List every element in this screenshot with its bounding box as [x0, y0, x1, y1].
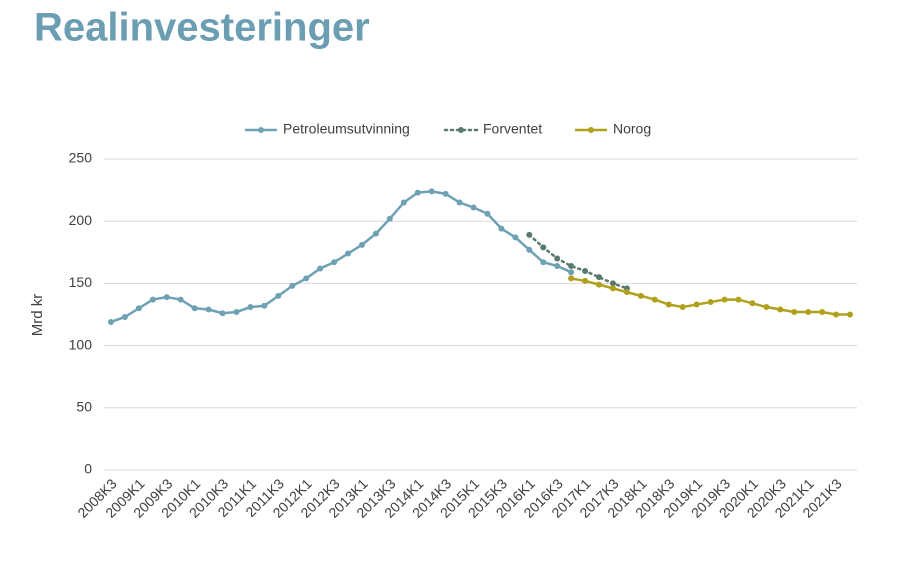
legend-label: Petroleumsutvinning — [283, 121, 410, 137]
point — [205, 306, 212, 313]
point — [707, 299, 714, 306]
point — [609, 280, 616, 287]
point — [414, 189, 421, 196]
point — [303, 275, 310, 282]
point — [693, 301, 700, 308]
point — [177, 296, 184, 303]
point — [735, 296, 742, 303]
point — [317, 265, 324, 272]
point — [163, 294, 170, 301]
point — [191, 305, 198, 312]
point — [512, 234, 519, 241]
point — [400, 199, 407, 206]
point — [665, 301, 672, 308]
point — [623, 289, 630, 296]
point — [331, 259, 338, 266]
point — [345, 250, 352, 257]
point — [833, 311, 840, 318]
y-tick-label: 150 — [69, 274, 93, 290]
point — [777, 306, 784, 313]
legend-marker — [458, 127, 464, 133]
point — [135, 305, 142, 312]
point — [540, 244, 547, 251]
series-line — [110, 190, 572, 324]
point — [596, 274, 603, 281]
point — [763, 304, 770, 311]
point — [554, 262, 561, 269]
point — [149, 296, 156, 303]
chart-title: Realinvesteringer — [34, 6, 370, 50]
y-tick-label: 0 — [84, 461, 92, 477]
point — [568, 275, 575, 282]
point — [442, 190, 449, 197]
point — [289, 282, 296, 289]
y-axis-label: Mrd kr — [29, 294, 46, 337]
point — [275, 292, 282, 299]
point — [121, 313, 128, 320]
point — [526, 231, 533, 238]
point — [498, 225, 505, 232]
point — [609, 285, 616, 292]
point — [819, 309, 826, 316]
point — [456, 199, 463, 206]
point — [568, 262, 575, 269]
point — [219, 310, 226, 317]
point — [484, 210, 491, 217]
legend-marker — [588, 127, 594, 133]
point — [540, 259, 547, 266]
point — [247, 304, 254, 311]
point — [582, 277, 589, 284]
legend-marker — [258, 127, 264, 133]
point — [554, 255, 561, 262]
point — [679, 304, 686, 311]
point — [470, 204, 477, 211]
point — [596, 281, 603, 288]
point — [749, 300, 756, 307]
point — [651, 296, 658, 303]
point — [107, 318, 114, 325]
point — [791, 309, 798, 316]
point — [386, 215, 393, 222]
y-tick-label: 200 — [69, 212, 93, 228]
legend-label: Norog — [613, 121, 651, 137]
point — [428, 188, 435, 195]
y-tick-label: 100 — [69, 336, 93, 352]
point — [233, 309, 240, 316]
point — [582, 267, 589, 274]
point — [526, 246, 533, 253]
point — [637, 292, 644, 299]
y-tick-label: 50 — [76, 399, 92, 415]
point — [261, 302, 268, 309]
point — [721, 296, 728, 303]
point — [805, 309, 812, 316]
legend-label: Forventet — [483, 121, 542, 137]
point — [568, 269, 575, 276]
point — [847, 311, 854, 318]
y-tick-label: 250 — [69, 150, 93, 166]
point — [358, 241, 365, 248]
point — [372, 230, 379, 237]
